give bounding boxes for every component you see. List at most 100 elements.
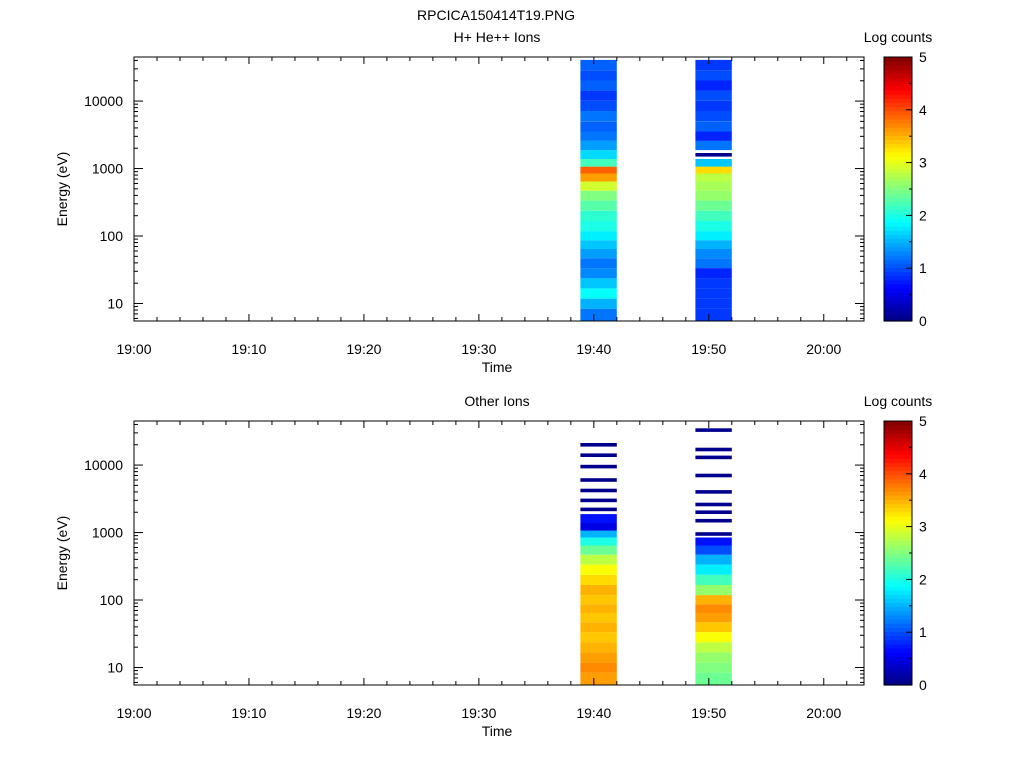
colorbar-tick-label: 5	[919, 413, 927, 429]
colorbar-segment	[884, 586, 912, 591]
colorbar-segment	[884, 139, 912, 145]
spectrogram-cell	[695, 308, 732, 321]
colorbar-segment	[884, 441, 912, 447]
spectrogram-cell	[695, 564, 732, 575]
colorbar-segment	[884, 172, 912, 178]
spectrogram-cell	[695, 473, 732, 478]
spectrogram-cell	[580, 613, 617, 623]
figure-title: RPCICA150414T19.PNG	[417, 7, 575, 23]
colorbar-segment	[884, 69, 912, 75]
spectrogram-cell	[580, 150, 617, 159]
colorbar-segment	[884, 259, 912, 264]
spectrogram-cell	[695, 220, 732, 232]
colorbar-segment	[884, 660, 912, 665]
colorbar-segment	[884, 421, 912, 426]
colorbar-tick-label: 4	[919, 466, 927, 482]
colorbar-segment	[884, 57, 912, 62]
x-axis-label: Time	[482, 723, 513, 739]
colorbar-segment	[884, 271, 912, 277]
spectrogram-cell	[580, 173, 617, 182]
colorbar-segment	[884, 304, 912, 310]
spectrogram-cell	[580, 298, 617, 309]
colorbar-segment	[884, 474, 912, 480]
colorbar-segment	[884, 569, 912, 575]
colorbar-segment	[884, 143, 912, 149]
colorbar-tick-label: 0	[919, 313, 927, 329]
spectrogram-cell	[580, 308, 617, 321]
spectrogram-cell	[695, 545, 732, 555]
spectrogram-cell	[580, 159, 617, 167]
colorbar-segment	[884, 160, 912, 165]
colorbar-segment	[884, 222, 912, 227]
spectrogram-cell	[580, 80, 617, 91]
colorbar-segment	[884, 507, 912, 513]
x-tick-label: 20:00	[806, 341, 841, 357]
colorbar-tick-label: 1	[919, 624, 927, 640]
spectrogram-cell	[695, 190, 732, 201]
colorbar-tick-label: 0	[919, 677, 927, 693]
colorbar-segment	[884, 664, 912, 670]
colorbar-tick-label: 5	[919, 49, 927, 65]
x-tick-label: 19:00	[116, 341, 151, 357]
colorbar-segment	[884, 540, 912, 546]
spectrogram-cell	[580, 268, 617, 279]
colorbar-segment	[884, 623, 912, 628]
colorbar-segment	[884, 429, 912, 434]
spectrogram-cell	[580, 181, 617, 191]
spectrogram-cell	[695, 662, 732, 673]
x-tick-label: 19:30	[461, 705, 496, 721]
x-tick-label: 19:40	[576, 341, 611, 357]
colorbar-segment	[884, 127, 912, 132]
spectrogram-cell	[580, 530, 617, 538]
colorbar-segment	[884, 680, 912, 686]
spectrogram-cell	[580, 464, 617, 469]
colorbar-segment	[884, 168, 912, 174]
spectrogram-cell	[695, 532, 732, 536]
plot-frame	[133, 420, 865, 686]
spectrogram-cell	[580, 121, 617, 132]
colorbar-segment	[884, 189, 912, 194]
colorbar-segment	[884, 118, 912, 124]
y-axis-label: Energy (eV)	[54, 516, 70, 591]
colorbar-segment	[884, 433, 912, 439]
spectrogram-cell	[580, 200, 617, 211]
colorbar-segment	[884, 213, 912, 219]
colorbar-segment	[884, 94, 912, 99]
y-tick-label: 10	[107, 659, 123, 675]
spectrogram-cell	[695, 70, 732, 81]
spectrogram-cell	[580, 507, 617, 512]
spectrogram-cell	[580, 478, 617, 482]
spectrogram-cell	[695, 140, 732, 151]
colorbar-segment	[884, 499, 912, 505]
colorbar-segment	[884, 495, 912, 500]
colorbar-segment	[884, 263, 912, 268]
spectrogram-cell	[695, 554, 732, 565]
colorbar-segment	[884, 511, 912, 517]
spectrogram-cell	[695, 231, 732, 241]
colorbar-segment	[884, 565, 912, 571]
colorbar-segment	[884, 656, 912, 661]
spectrogram-cell	[580, 652, 617, 663]
spectrogram-cell	[695, 100, 732, 111]
spectrogram-cell	[580, 584, 617, 596]
spectrogram-cell	[695, 642, 732, 653]
spectrogram-cell	[580, 231, 617, 241]
colorbar-segment	[884, 676, 912, 682]
spectrogram-cell	[580, 90, 617, 101]
colorbar-segment	[884, 462, 912, 467]
spectrogram-cell	[695, 518, 732, 523]
colorbar-segment	[884, 652, 912, 657]
spectrogram-cell	[580, 190, 617, 201]
colorbar-segment	[884, 234, 912, 240]
colorbar-segment	[884, 73, 912, 79]
colorbar-segment	[884, 635, 912, 641]
colorbar-segment	[884, 131, 912, 136]
colorbar-segment	[884, 151, 912, 157]
colorbar-segment	[884, 619, 912, 624]
colorbar-segment	[884, 610, 912, 616]
spectrogram-cell	[695, 278, 732, 289]
x-tick-label: 19:50	[691, 341, 726, 357]
spectrogram-cell	[580, 258, 617, 269]
spectrogram-cell	[580, 59, 617, 71]
